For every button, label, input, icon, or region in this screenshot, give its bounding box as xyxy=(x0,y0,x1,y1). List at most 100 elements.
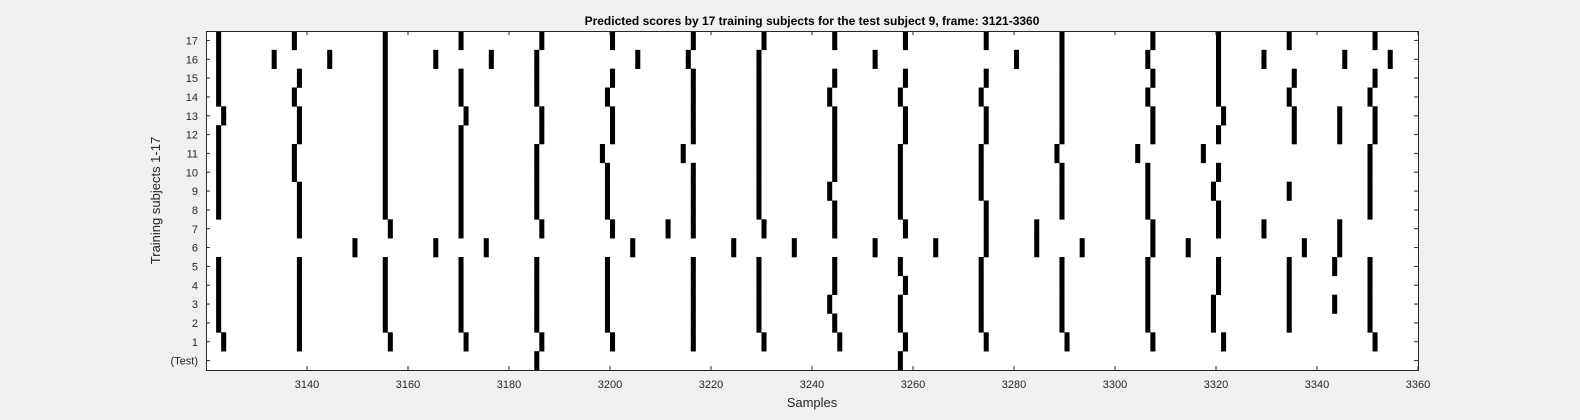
mark-row-14-3186 xyxy=(534,87,540,107)
mark-row-14-3156 xyxy=(382,87,388,107)
mark-row-16-3123 xyxy=(216,49,222,69)
mark-row-4-3186 xyxy=(534,275,540,295)
mark-row-1-3246 xyxy=(837,332,843,352)
mark-row-17-3245 xyxy=(832,31,838,51)
mark-row-15-3259 xyxy=(902,68,908,88)
mark-row-2-3290 xyxy=(1059,313,1065,333)
mark-row-11-3289 xyxy=(1054,144,1060,164)
mark-row-14-3351 xyxy=(1367,87,1373,107)
y-tick-label: (Test) xyxy=(171,356,199,368)
mark-row-17-3259 xyxy=(902,31,908,51)
y-tick-label: 7 xyxy=(192,224,198,236)
mark-row-9-3351 xyxy=(1367,181,1373,201)
mark-row-8-3245 xyxy=(832,200,838,220)
mark-row-2-3230 xyxy=(756,313,762,333)
mark-row-3-3200 xyxy=(604,294,610,314)
mark-row-5-3321 xyxy=(1216,257,1222,277)
mark-row-11-3274 xyxy=(978,144,984,164)
mark-row-9-3171 xyxy=(458,181,464,201)
mark-row-7-3139 xyxy=(296,219,302,239)
mark-row-12-3123 xyxy=(216,125,222,145)
chart-title: Predicted scores by 17 training subjects… xyxy=(585,14,1040,28)
mark-row-17-3217 xyxy=(690,31,696,51)
mark-row-4-3156 xyxy=(382,275,388,295)
mark-row-6-3345 xyxy=(1337,238,1343,258)
mark-row-5-3156 xyxy=(382,257,388,277)
y-tick-label: 16 xyxy=(186,54,198,66)
mark-row-7-3321 xyxy=(1216,219,1222,239)
mark-row-5-3139 xyxy=(296,257,302,277)
mark-row-6-3338 xyxy=(1301,238,1307,258)
mark-row-14-3290 xyxy=(1059,87,1065,107)
mark-row-14-3138 xyxy=(291,87,297,107)
mark-row-7-3157 xyxy=(387,219,393,239)
mark-row-3-3244 xyxy=(827,294,833,314)
mark-row-10-3307 xyxy=(1145,162,1151,182)
mark-row-3-3139 xyxy=(296,294,302,314)
mark-row-13-3345 xyxy=(1337,106,1343,126)
mark-row-2-3200 xyxy=(604,313,610,333)
mark-row-14-3171 xyxy=(458,87,464,107)
mark-row-12-3336 xyxy=(1291,125,1297,145)
mark-row-test-3258 xyxy=(897,351,903,371)
mark-row-2-3351 xyxy=(1367,313,1373,333)
mark-row-11-3171 xyxy=(458,144,464,164)
mark-row-3-3335 xyxy=(1286,294,1292,314)
mark-row-13-3156 xyxy=(382,106,388,126)
mark-row-10-3258 xyxy=(897,162,903,182)
mark-row-10-3200 xyxy=(604,162,610,182)
mark-row-1-3157 xyxy=(387,332,393,352)
mark-row-9-3307 xyxy=(1145,181,1151,201)
mark-row-8-3186 xyxy=(534,200,540,220)
mark-row-17-3352 xyxy=(1372,31,1378,51)
mark-row-4-3230 xyxy=(756,275,762,295)
mark-row-7-3345 xyxy=(1337,219,1343,239)
mark-row-1-3201 xyxy=(610,332,616,352)
mark-row-6-3253 xyxy=(872,238,878,258)
mark-row-17-3308 xyxy=(1150,31,1156,51)
mark-row-7-3285 xyxy=(1034,219,1040,239)
mark-row-15-3275 xyxy=(983,68,989,88)
mark-row-1-3322 xyxy=(1221,332,1227,352)
mark-row-3-3171 xyxy=(458,294,464,314)
y-tick-label: 9 xyxy=(192,186,198,198)
mark-row-17-3335 xyxy=(1286,31,1292,51)
mark-row-5-3307 xyxy=(1145,257,1151,277)
mark-row-15-3217 xyxy=(690,68,696,88)
mark-row-10-3217 xyxy=(690,162,696,182)
mark-row-14-3230 xyxy=(756,87,762,107)
marks-layer xyxy=(216,31,1393,371)
mark-row-16-3206 xyxy=(635,49,641,69)
mark-row-8-3290 xyxy=(1059,200,1065,220)
mark-row-15-3201 xyxy=(610,68,616,88)
mark-row-5-3344 xyxy=(1332,257,1338,277)
mark-row-12-3156 xyxy=(382,125,388,145)
mark-row-15-3186 xyxy=(534,68,540,88)
mark-row-13-3336 xyxy=(1291,106,1297,126)
mark-row-12-3139 xyxy=(296,125,302,145)
mark-row-13-3172 xyxy=(463,106,469,126)
mark-row-1-3308 xyxy=(1150,332,1156,352)
mark-row-16-3156 xyxy=(382,49,388,69)
mark-row-4-3200 xyxy=(604,275,610,295)
mark-row-6-3265 xyxy=(933,238,939,258)
mark-row-1-3231 xyxy=(761,332,767,352)
mark-row-16-3253 xyxy=(872,49,878,69)
mark-row-8-3307 xyxy=(1145,200,1151,220)
mark-row-1-3187 xyxy=(539,332,545,352)
mark-row-17-3123 xyxy=(216,31,222,51)
mark-row-6-3225 xyxy=(731,238,737,258)
mark-row-12-3259 xyxy=(902,125,908,145)
x-axis: 3140 3160 3180 3200 3220 3240 3260 3280 3300 3320… xyxy=(295,31,1430,391)
mark-row-13-3124 xyxy=(221,106,227,126)
x-tick-label: 3220 xyxy=(699,379,723,391)
mark-row-2-3320 xyxy=(1210,313,1216,333)
mark-row-2-3245 xyxy=(832,313,838,333)
mark-row-1-3217 xyxy=(690,332,696,352)
x-tick-label: 3320 xyxy=(1204,379,1228,391)
mark-row-16-3186 xyxy=(534,49,540,69)
mark-row-6-3275 xyxy=(983,238,989,258)
mark-row-14-3274 xyxy=(978,87,984,107)
mark-row-3-3156 xyxy=(382,294,388,314)
